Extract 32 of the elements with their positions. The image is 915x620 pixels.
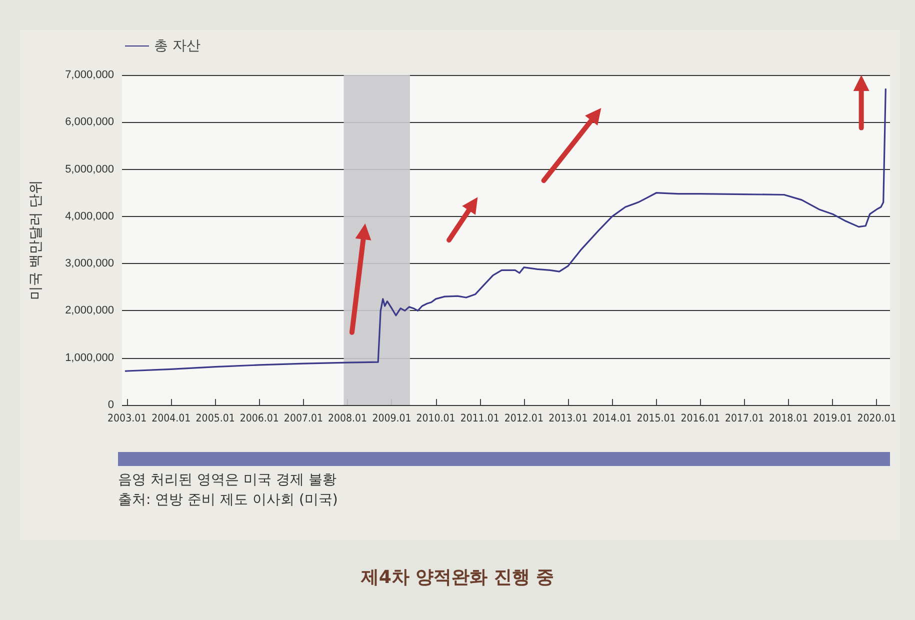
text: 음영 처리된 영역은 미국 경제 불황	[118, 471, 338, 490]
legend-label: 총 자산	[154, 38, 200, 54]
line-series	[124, 88, 886, 372]
x-tick-label: 2006.01	[240, 412, 279, 424]
y-tick-label: 2,000,000	[65, 304, 114, 317]
x-tick-label: 2005.01	[196, 412, 235, 424]
y-tick-label: 1,000,000	[65, 352, 114, 364]
x-tick-label: 2015.01	[636, 412, 676, 424]
y-tick-label: 7,000,000	[65, 69, 114, 81]
x-tick-label: 2010.01	[416, 412, 456, 424]
x-tick-label: 2011.01	[460, 412, 500, 424]
y-tick-label: 5,000,000	[65, 163, 114, 176]
y-axis-title: 미국 백만달러 단위	[27, 180, 43, 300]
x-tick-label: 2003.01	[108, 412, 147, 424]
source-note: 출처: 연방 준비 제도 이사회 (미국)	[118, 491, 338, 510]
x-tick-label: 2014.01	[592, 412, 632, 424]
x-tick-label: 2016.01	[680, 412, 720, 424]
x-tick-label: 2004.01	[152, 412, 191, 424]
y-tick-label: 3,000,000	[65, 258, 114, 270]
text: 제4차 양적완화 진행 중	[360, 566, 556, 589]
x-tick-label: 2019.01	[813, 412, 852, 424]
x-tick-label: 2017.01	[724, 412, 764, 424]
x-tick-label: 2009.01	[372, 412, 412, 424]
x-tick-label: 2018.01	[769, 412, 808, 424]
x-tick-label: 2013.01	[548, 412, 588, 424]
x-tick-label: 2012.01	[504, 412, 544, 424]
x-tick-label: 2020.01	[857, 412, 896, 424]
y-tick-label: 6,000,000	[65, 116, 114, 128]
x-tick-label: 2007.01	[284, 412, 323, 424]
y-tick-label: 4,000,000	[65, 210, 114, 222]
y-tick-label: 0	[108, 399, 114, 411]
x-tick-label: 2008.01	[328, 412, 368, 424]
